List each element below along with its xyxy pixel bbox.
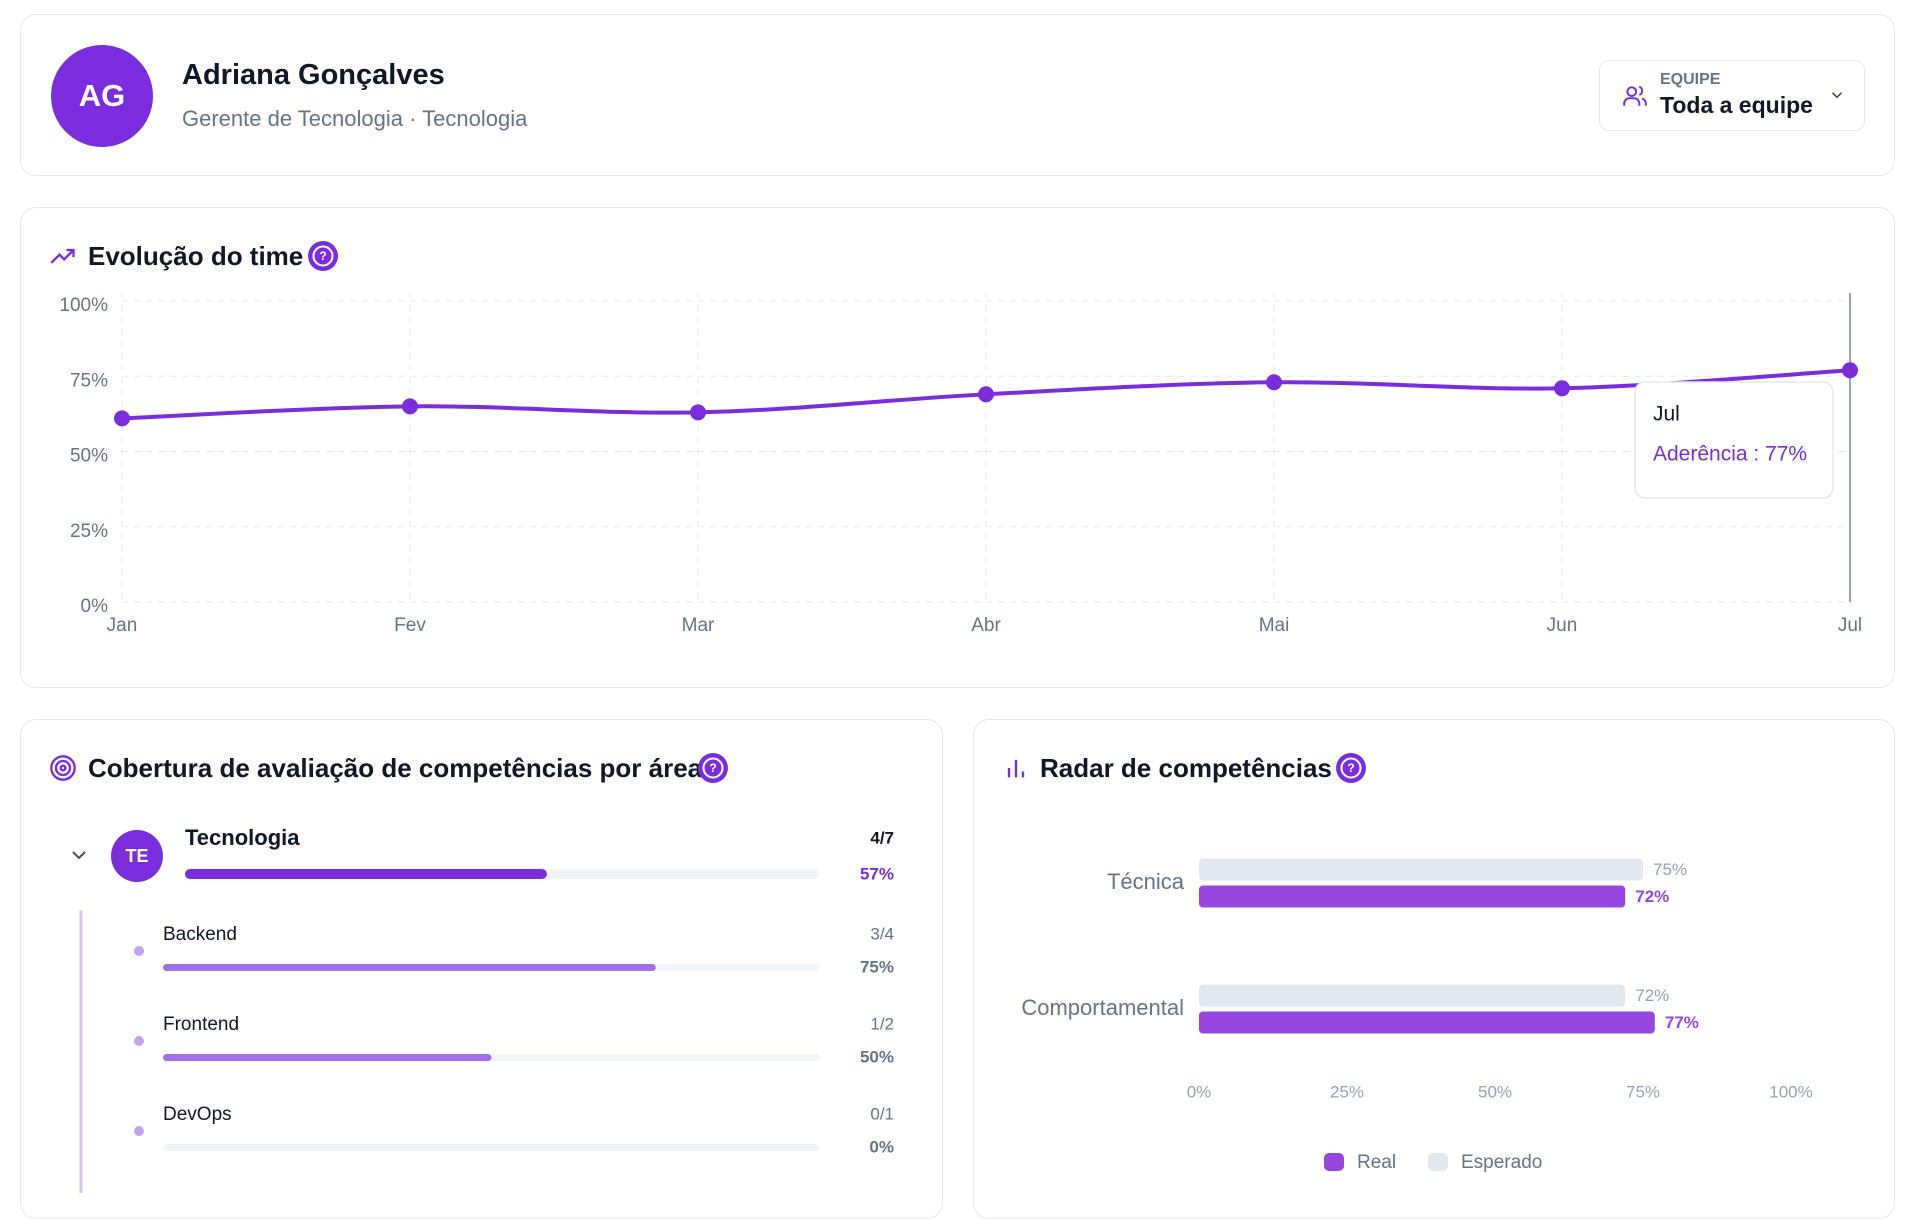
item-percent: 50% xyxy=(860,1047,894,1066)
area-name: Tecnologia xyxy=(185,825,300,850)
x-tick-label: 50% xyxy=(1478,1082,1512,1101)
x-tick-label: 75% xyxy=(1626,1082,1660,1101)
area-avatar xyxy=(111,830,163,882)
section-title: Evolução do time xyxy=(88,241,304,271)
value-label: 77% xyxy=(1665,1013,1699,1032)
target-icon xyxy=(50,755,76,781)
user-name: Adriana Gonçalves xyxy=(182,59,445,91)
help-icon[interactable]: ? xyxy=(697,752,729,784)
category-label: Comportamental xyxy=(1021,995,1184,1020)
bar xyxy=(1199,858,1643,881)
trend-icon xyxy=(50,248,75,264)
help-icon[interactable]: ? xyxy=(307,240,339,272)
value-label: 72% xyxy=(1635,986,1669,1005)
line-chart: 0% 25% 50% 75% 100% Jan Fev Mar Abr Mai Jun Jul Jul A… xyxy=(59,293,1862,636)
line-card: Evolução do time ? xyxy=(20,207,1895,688)
filter-label: EQUIPE xyxy=(1660,71,1721,88)
tooltip-title: Jul xyxy=(1653,403,1680,426)
x-tick-label: 0% xyxy=(1187,1082,1212,1101)
chevron-down xyxy=(1831,92,1843,99)
value-label: 72% xyxy=(1635,887,1669,906)
section-title: Cobertura de avaliação de competências p… xyxy=(88,753,703,783)
svg-text:?: ? xyxy=(319,249,326,263)
x-tick-label: Fev xyxy=(394,615,426,636)
area-ratio: 4/7 xyxy=(870,828,894,847)
item-percent: 0% xyxy=(869,1137,894,1156)
section-title: Radar de competências xyxy=(1040,753,1332,783)
progress-bar xyxy=(163,1054,492,1061)
svg-text:?: ? xyxy=(709,761,716,775)
filter-value: Toda a equipe xyxy=(1660,92,1813,118)
x-tick-label: Mar xyxy=(682,615,715,636)
y-tick-label: 75% xyxy=(70,370,108,391)
legend-swatch xyxy=(1428,1153,1448,1171)
line-point xyxy=(1554,380,1570,397)
team-icon xyxy=(1623,85,1647,106)
y-tick-label: 0% xyxy=(81,596,109,617)
bar xyxy=(1199,1011,1655,1034)
item-ratio: 0/1 xyxy=(870,1104,894,1123)
x-tick-label: Mai xyxy=(1259,615,1290,636)
x-tick-label: 100% xyxy=(1769,1082,1812,1101)
tooltip xyxy=(1634,381,1834,499)
item-ratio: 1/2 xyxy=(870,1014,894,1033)
tooltip-value: Aderência : 77% xyxy=(1653,443,1807,466)
progress-bar xyxy=(163,964,656,971)
area-initials: TE xyxy=(125,846,148,866)
progress-track xyxy=(163,1144,820,1151)
item-name: Backend xyxy=(163,924,237,945)
progress-bar xyxy=(185,869,547,879)
bar xyxy=(1199,984,1626,1007)
line-point xyxy=(1842,362,1858,379)
help-icon[interactable]: ? xyxy=(1335,752,1367,784)
collapse-chevron xyxy=(72,851,86,860)
page: AG Adriana Gonçalves Gerente de Tecnolog… xyxy=(20,14,1895,1219)
bars-icon xyxy=(1007,759,1025,778)
value-label: 75% xyxy=(1653,860,1687,879)
x-tick-label: Jul xyxy=(1838,615,1862,636)
item-name: DevOps xyxy=(163,1104,232,1125)
item-name: Frontend xyxy=(163,1014,239,1035)
area-percent: 57% xyxy=(860,864,894,883)
category-label: Técnica xyxy=(1107,869,1185,894)
y-tick-label: 25% xyxy=(70,521,108,542)
line-point xyxy=(690,404,706,421)
line-point xyxy=(402,398,418,415)
legend-swatch xyxy=(1324,1153,1344,1171)
avatar: AG xyxy=(51,45,153,147)
legend-label: Real xyxy=(1357,1152,1396,1173)
item-ratio: 3/4 xyxy=(870,924,894,943)
bar-chart: 0% 25% 50% 75% 100% Técnica 72% 75% Comportament… xyxy=(1021,858,1813,1173)
item-dot xyxy=(134,1036,144,1046)
coverage-list: TE Tecnologia 4/7 57% Backend 3/4 75% Frontend 1… xyxy=(72,825,894,1193)
user-role: Gerente de Tecnologia · Tecnologia xyxy=(182,106,528,131)
team-dropdown[interactable]: EQUIPE Toda a equipe xyxy=(1599,60,1865,131)
bar xyxy=(1199,885,1626,908)
item-percent: 75% xyxy=(860,957,894,976)
y-tick-label: 100% xyxy=(59,295,108,316)
radar-card: Radar de competências ? xyxy=(973,719,1895,1219)
x-tick-label: 25% xyxy=(1330,1082,1364,1101)
svg-text:?: ? xyxy=(1347,761,1354,775)
line-point xyxy=(978,386,994,403)
x-tick-label: Jan xyxy=(107,615,138,636)
line-point xyxy=(1266,374,1282,391)
y-tick-label: 50% xyxy=(70,446,108,467)
x-tick-label: Jun xyxy=(1547,615,1578,636)
profile-card: AG Adriana Gonçalves Gerente de Tecnolog… xyxy=(20,14,1895,176)
legend-label: Esperado xyxy=(1461,1152,1542,1173)
line-point xyxy=(114,410,130,427)
x-tick-label: Abr xyxy=(971,615,1001,636)
item-dot xyxy=(134,1126,144,1136)
item-dot xyxy=(134,946,144,956)
